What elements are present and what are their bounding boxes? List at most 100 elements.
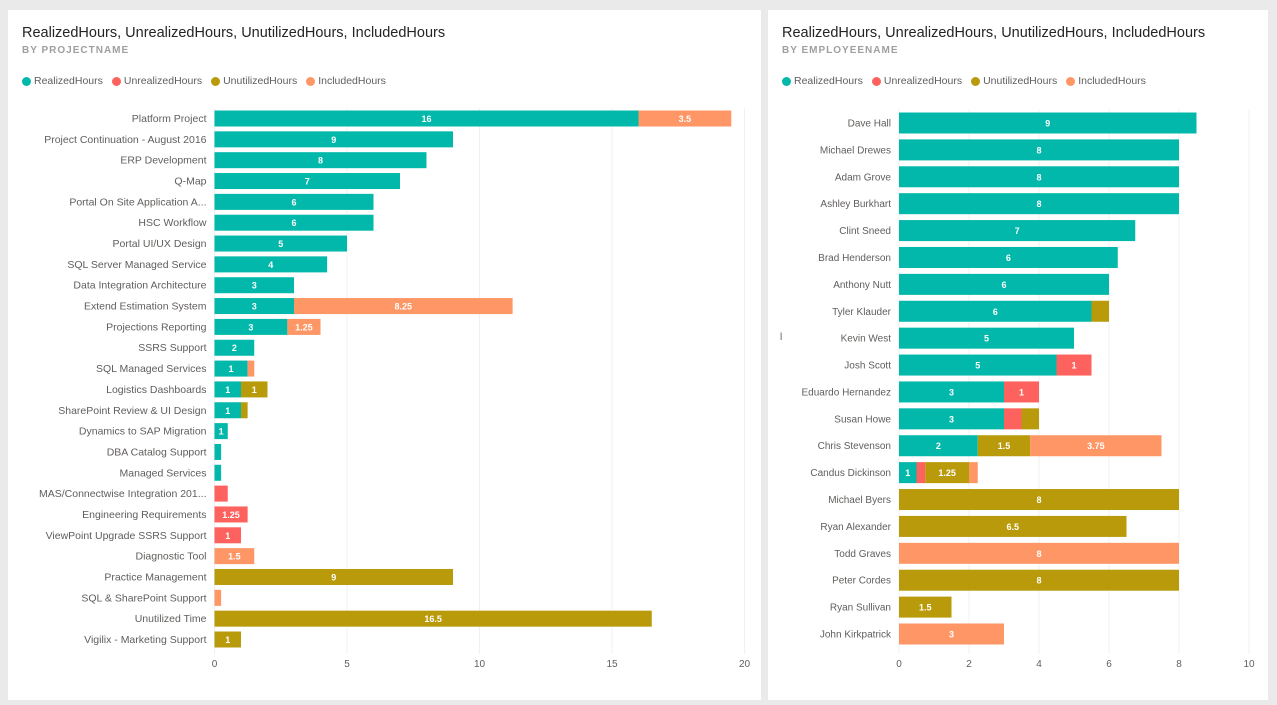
data-label: 1 [219, 427, 224, 437]
category-label: MAS/Connectwise Integration 201... [39, 488, 207, 500]
bar-realized[interactable] [214, 110, 639, 127]
bar-unutilized[interactable] [241, 381, 268, 398]
bar-realized[interactable] [214, 402, 242, 419]
data-label: 8 [1036, 576, 1041, 586]
bar-included[interactable] [294, 298, 513, 315]
category-label: Project Continuation - August 2016 [44, 134, 206, 146]
bar-included[interactable] [638, 110, 732, 127]
data-label: 9 [331, 572, 336, 582]
chart-title: RealizedHours, UnrealizedHours, Unutiliz… [22, 25, 446, 41]
bar-realized[interactable] [899, 273, 1109, 295]
data-label: 1.25 [222, 510, 240, 520]
bar-included[interactable] [899, 542, 1179, 564]
bar-realized[interactable] [214, 443, 222, 460]
bar-included[interactable] [287, 318, 321, 335]
bar-included[interactable] [214, 548, 255, 565]
data-label: 3.5 [679, 114, 692, 124]
data-label: 6 [291, 218, 296, 228]
bar-unrealized[interactable] [1004, 408, 1022, 430]
bar-included[interactable] [899, 623, 1004, 645]
bar-realized[interactable] [899, 300, 1092, 322]
bar-realized[interactable] [214, 152, 427, 169]
bar-included[interactable] [969, 462, 978, 484]
bar-realized[interactable] [899, 462, 917, 484]
bar-realized[interactable] [214, 339, 255, 356]
bar-realized[interactable] [899, 408, 1004, 430]
category-label: Practice Management [104, 571, 206, 583]
bar-unutilized[interactable] [214, 610, 652, 627]
bar-included[interactable] [1030, 435, 1162, 457]
bar-realized[interactable] [214, 318, 288, 335]
bar-realized[interactable] [899, 381, 1004, 403]
category-label: Platform Project [132, 113, 207, 125]
bar-unutilized[interactable] [977, 435, 1031, 457]
bar-unutilized[interactable] [899, 569, 1179, 591]
bar-realized[interactable] [899, 435, 978, 457]
bar-unrealized[interactable] [214, 485, 228, 502]
bar-unrealized[interactable] [1004, 381, 1039, 403]
bar-unutilized[interactable] [899, 489, 1179, 511]
legend-item-unrealized[interactable]: UnrealizedHours [111, 75, 202, 87]
legend-item-unutilized[interactable]: UnutilizedHours [211, 75, 297, 87]
legend-item-realized[interactable]: RealizedHours [22, 75, 103, 87]
category-label: Ryan Sullivan [830, 603, 891, 614]
bar-unrealized[interactable] [214, 506, 248, 523]
bar-realized[interactable] [214, 214, 374, 231]
x-tick-label: 10 [474, 659, 486, 670]
bar-realized[interactable] [214, 298, 295, 315]
bar-realized[interactable] [214, 193, 374, 210]
bar-unutilized[interactable] [241, 402, 248, 419]
bar-realized[interactable] [214, 131, 454, 148]
bar-unutilized[interactable] [899, 596, 952, 618]
bar-realized[interactable] [214, 173, 401, 190]
x-axis: 0 5 10 15 20 [212, 659, 751, 670]
category-label: SSRS Support [138, 342, 206, 354]
legend-label: IncludedHours [1078, 75, 1146, 87]
bar-unutilized[interactable] [1091, 300, 1110, 322]
bar-included[interactable] [247, 360, 255, 377]
bar-realized[interactable] [899, 193, 1179, 215]
x-tick-label: 5 [344, 659, 350, 670]
x-axis: 0 2 4 6 8 10 [896, 659, 1255, 670]
bar-realized[interactable] [214, 381, 242, 398]
data-label: 6.5 [1006, 522, 1019, 532]
bar-realized[interactable] [214, 464, 222, 481]
bar-realized[interactable] [214, 235, 348, 252]
bar-realized[interactable] [899, 112, 1197, 134]
bar-realized[interactable] [899, 354, 1057, 376]
legend-swatch [211, 76, 221, 86]
bar-unutilized[interactable] [214, 631, 242, 648]
bar-unrealized[interactable] [1056, 354, 1092, 376]
data-label: 16.5 [424, 614, 442, 624]
legend-item-unutilized[interactable]: UnutilizedHours [971, 75, 1057, 87]
bar-realized[interactable] [899, 220, 1136, 242]
x-tick-label: 0 [212, 659, 218, 670]
data-label: 1 [1019, 387, 1024, 397]
bar-realized[interactable] [899, 246, 1118, 268]
bar-unutilized[interactable] [925, 462, 969, 484]
legend-item-unrealized[interactable]: UnrealizedHours [871, 75, 962, 87]
bar-realized[interactable] [214, 277, 295, 294]
category-label: ERP Development [120, 155, 206, 167]
bar-realized[interactable] [214, 256, 328, 273]
bar-unrealized[interactable] [214, 527, 242, 544]
data-label: 3.75 [1087, 441, 1105, 451]
bar-realized[interactable] [899, 166, 1179, 188]
category-label: Ashley Burkhart [820, 199, 891, 210]
bar-unutilized[interactable] [214, 568, 454, 585]
bar-realized[interactable] [899, 139, 1179, 161]
bar-unrealized[interactable] [916, 462, 926, 484]
bar-included[interactable] [214, 589, 222, 606]
bar-realized[interactable] [899, 327, 1074, 349]
legend-item-included[interactable]: IncludedHours [1066, 75, 1146, 87]
legend-item-realized[interactable]: RealizedHours [782, 75, 863, 87]
bar-realized[interactable] [214, 360, 248, 377]
bar-realized[interactable] [214, 423, 228, 440]
data-label: 3 [949, 387, 954, 397]
data-label: 7 [1015, 226, 1020, 236]
legend-item-included[interactable]: IncludedHours [306, 75, 386, 87]
bar-unutilized[interactable] [899, 515, 1127, 537]
bar-unutilized[interactable] [1021, 408, 1040, 430]
data-label: 3 [949, 630, 954, 640]
